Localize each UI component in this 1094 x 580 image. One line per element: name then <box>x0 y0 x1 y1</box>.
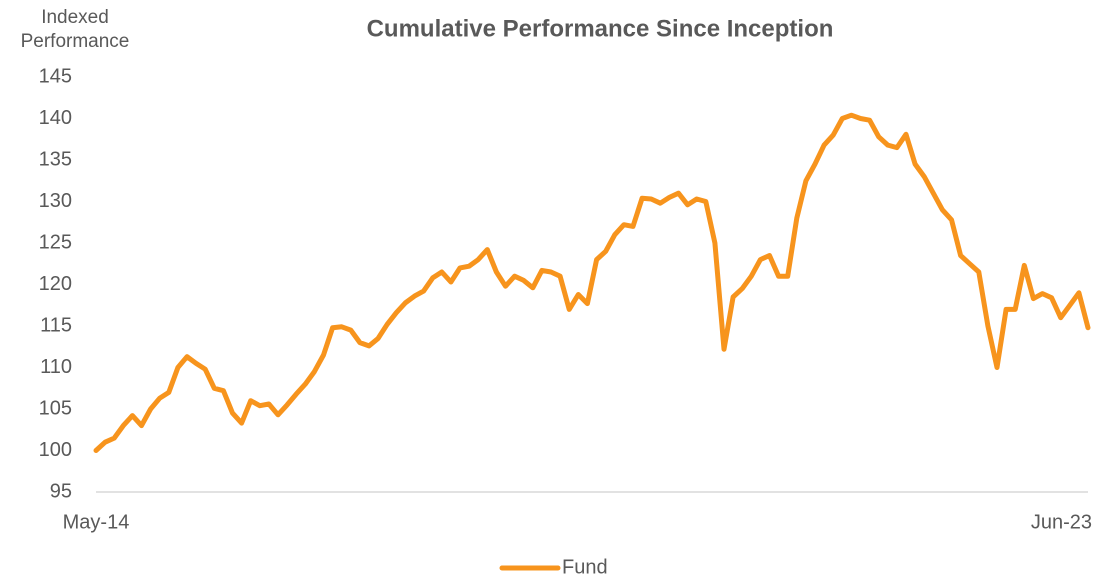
line-series <box>93 112 1091 453</box>
y-tick-label: 120 <box>39 273 72 295</box>
x-tick-label: Jun-23 <box>1031 511 1092 533</box>
y-tick-label: 110 <box>40 356 72 378</box>
chart-title: Cumulative Performance Since Inception <box>367 15 834 42</box>
y-tick-label: 115 <box>40 314 72 336</box>
y-tick-label: 105 <box>39 397 72 419</box>
y-axis-label: Indexed Performance <box>20 7 130 52</box>
y-tick-label: 145 <box>39 65 72 87</box>
y-tick-label: 95 <box>50 480 72 502</box>
y-tick-label: 130 <box>39 190 72 212</box>
y-tick-label: 100 <box>39 439 72 461</box>
y-tick-label: 140 <box>39 107 72 129</box>
legend-label: Fund <box>562 556 608 578</box>
x-tick-label: May-14 <box>63 511 130 533</box>
y-tick-label: 135 <box>39 148 72 170</box>
y-tick-label: 125 <box>39 231 72 253</box>
